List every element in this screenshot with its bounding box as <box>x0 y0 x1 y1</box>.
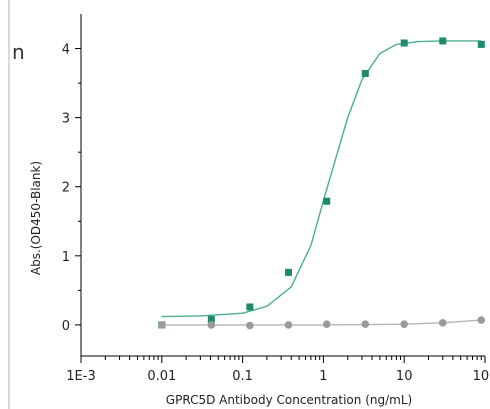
series-1-fit-curve <box>161 40 482 318</box>
left-divider-line <box>8 0 10 409</box>
series-1-point <box>246 303 254 311</box>
series-1-point <box>439 37 447 45</box>
series-2-point <box>438 319 447 327</box>
x-axis-title: GPRC5D Antibody Concentration (ng/mL) <box>166 393 412 407</box>
series-2-point <box>400 320 409 329</box>
edge-text-fragment: n <box>12 40 25 64</box>
series-2-point <box>322 320 331 329</box>
y-tick-label: 2 <box>62 181 70 196</box>
x-tick-label: 1 <box>319 369 327 384</box>
y-axis-title: Abs.(OD450-Blank) <box>29 161 43 275</box>
x-tick-label: 1E-3 <box>66 369 95 384</box>
series-1-point <box>400 39 408 47</box>
y-tick-label: 1 <box>62 250 70 265</box>
x-tick-label: 10 <box>396 369 413 384</box>
series-2-point <box>477 316 486 324</box>
series-1-point <box>323 197 331 205</box>
y-tick-label: 0 <box>62 319 70 334</box>
y-tick-label: 4 <box>62 43 70 58</box>
series-2-point <box>207 321 216 329</box>
series-1-point <box>207 315 215 323</box>
y-tick-label: 3 <box>62 112 70 127</box>
series-1-point <box>477 40 485 48</box>
x-tick-label: 100 <box>473 369 490 384</box>
x-tick-label: 0.1 <box>232 369 253 384</box>
series-2-point <box>158 321 166 329</box>
series-2-point <box>284 321 293 329</box>
series-2-point <box>361 320 370 329</box>
series-1-point <box>285 268 293 276</box>
x-tick-label: 0.01 <box>147 369 176 384</box>
series-2-point <box>246 321 254 330</box>
series-1-point <box>361 69 369 77</box>
